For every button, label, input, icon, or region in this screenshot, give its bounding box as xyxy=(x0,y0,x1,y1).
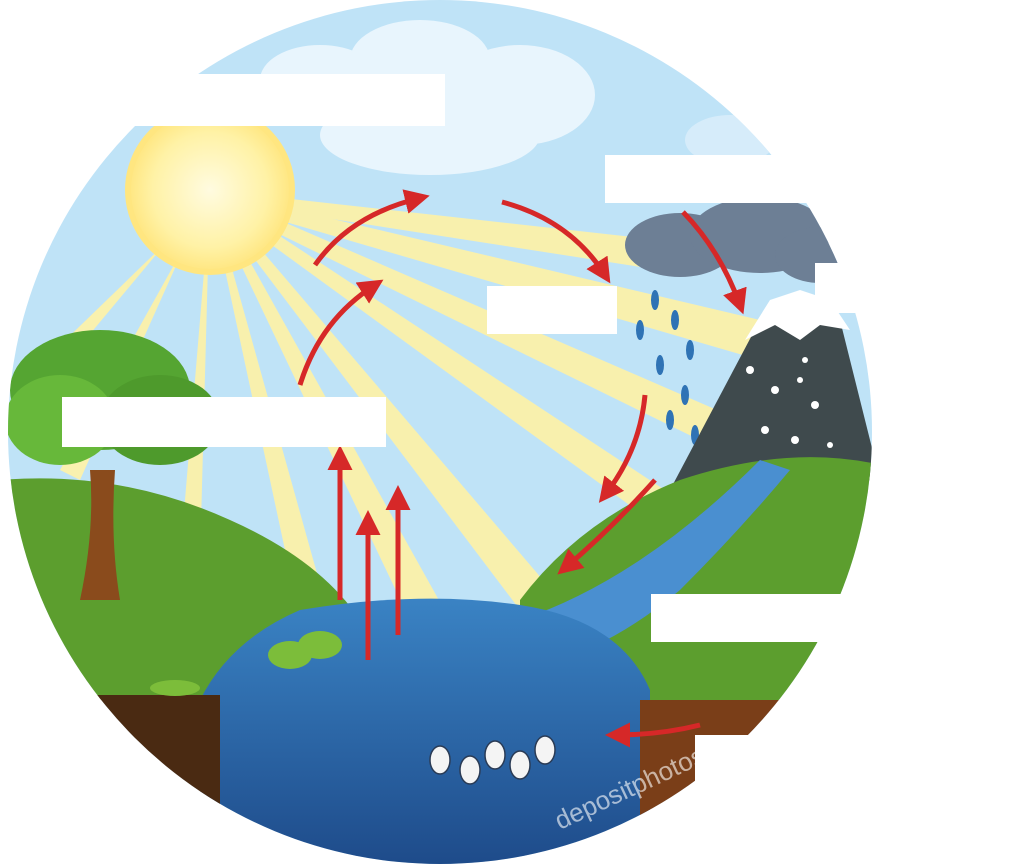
sun xyxy=(125,105,295,275)
label-top-right[interactable] xyxy=(605,155,935,203)
label-text xyxy=(651,594,1010,606)
arrow-groundwater xyxy=(605,722,701,748)
label-text xyxy=(815,263,965,275)
lake xyxy=(200,598,650,864)
cycle-arrows xyxy=(297,189,747,748)
arrow-precipitation xyxy=(598,394,648,503)
river xyxy=(520,460,790,660)
label-river[interactable] xyxy=(651,594,1010,642)
label-text xyxy=(695,735,1010,747)
label-text xyxy=(487,286,617,298)
label-top-left[interactable] xyxy=(100,74,445,126)
label-left[interactable] xyxy=(62,397,386,447)
label-bottom-right[interactable] xyxy=(695,735,1010,860)
arrow-runoff xyxy=(557,478,657,575)
mountain xyxy=(670,300,872,490)
label-text xyxy=(62,397,386,409)
label-text xyxy=(605,155,935,167)
label-center[interactable] xyxy=(487,286,617,334)
arrow-evaporation-1 xyxy=(297,279,384,386)
arrow-cloud-to-mountain xyxy=(681,210,747,315)
snowflakes xyxy=(746,357,833,448)
arrow-condensation xyxy=(501,199,611,284)
plants xyxy=(150,631,342,696)
rain-drops xyxy=(636,290,699,445)
soil-left xyxy=(8,695,220,864)
fish xyxy=(429,735,556,785)
label-mountain[interactable] xyxy=(815,263,965,313)
arrow-evaporation-2 xyxy=(312,189,430,267)
label-text xyxy=(100,74,445,86)
